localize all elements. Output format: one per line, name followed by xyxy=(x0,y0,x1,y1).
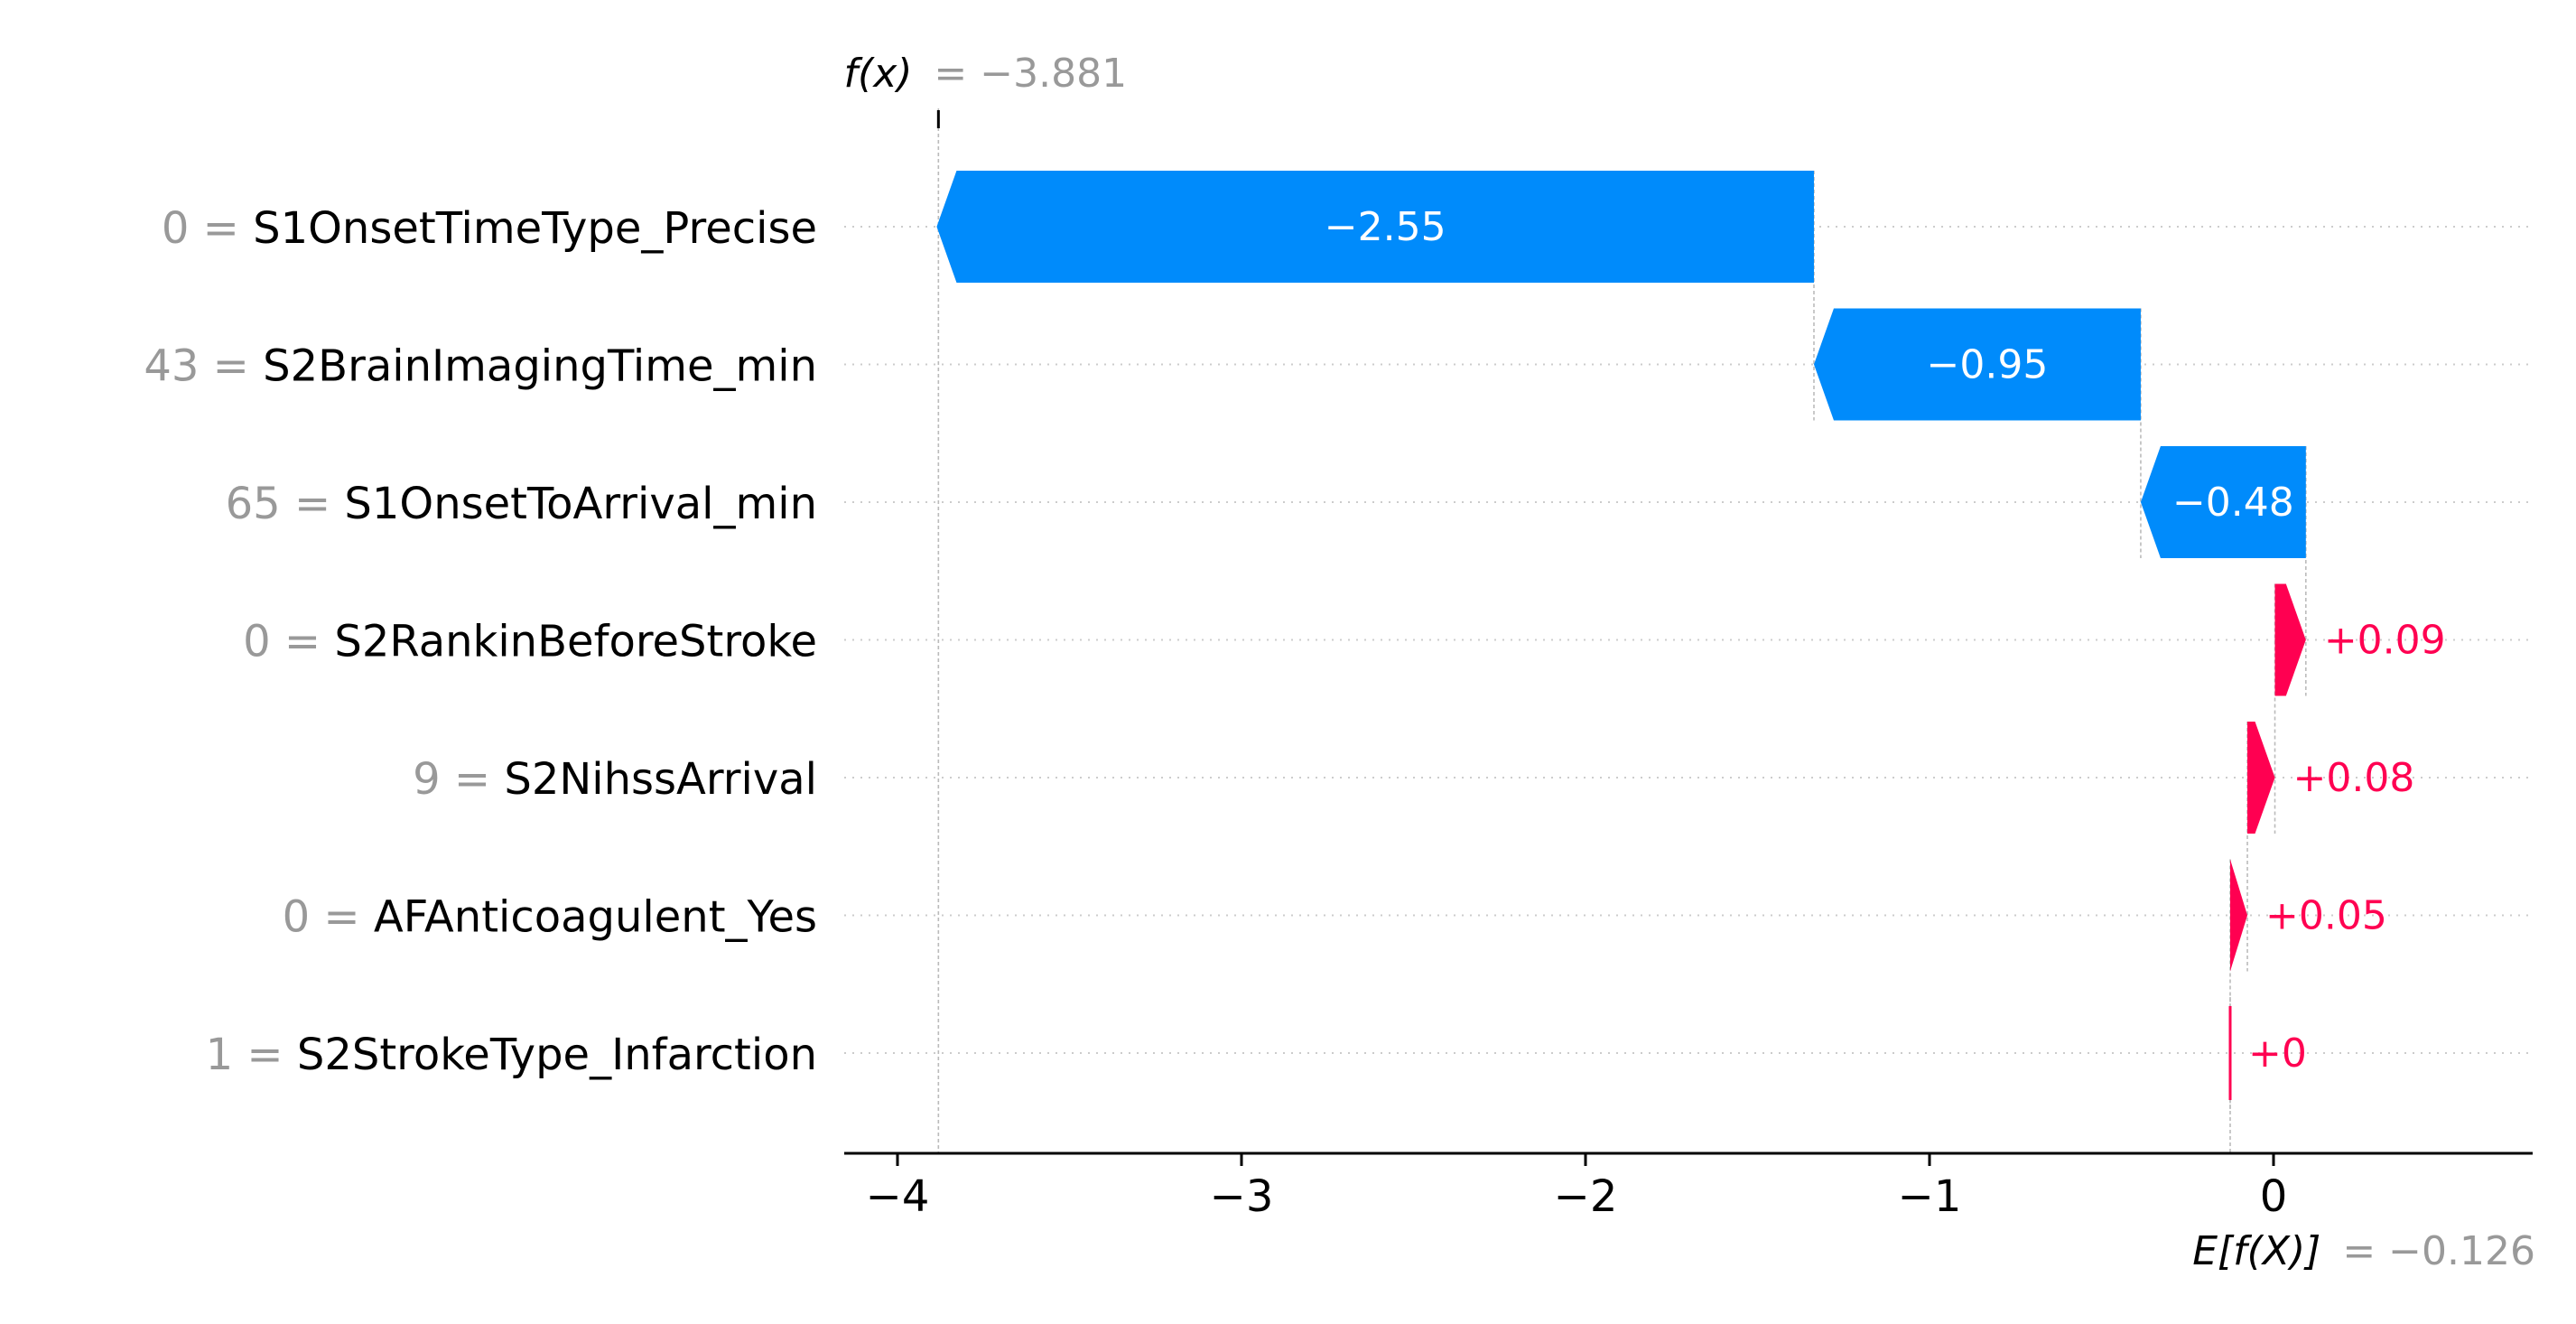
feature-name: S2RankinBeforeStroke xyxy=(334,617,817,667)
bar-value-label: +0.09 xyxy=(2324,618,2446,664)
bar-value-label: −0.48 xyxy=(2172,480,2294,526)
fx-annotation: f(x) = −3.881 xyxy=(844,51,1128,97)
feature-name: S1OnsetToArrival_min xyxy=(344,479,817,529)
x-tick-label: −2 xyxy=(1554,1171,1618,1222)
feature-label: 65 = S1OnsetToArrival_min xyxy=(226,479,817,529)
bars: −2.55 −0.95 −0.48 +0.09 +0.08 +0.05 +0 xyxy=(936,171,2446,1100)
bar-S2NihssArrival xyxy=(2247,722,2275,834)
feature-value: 43 = xyxy=(144,341,263,392)
bar-value-label: +0.05 xyxy=(2265,893,2387,939)
feature-value: 65 = xyxy=(226,479,345,529)
feature-label: 1 = S2StrokeType_Infarction xyxy=(206,1030,817,1080)
efx-value: = −0.126 xyxy=(2342,1228,2535,1274)
bar-S2RankinBeforeStroke xyxy=(2274,583,2306,696)
feature-value: 1 = xyxy=(206,1030,297,1080)
x-tick-label: −3 xyxy=(1210,1171,1274,1222)
feature-label: 9 = S2NihssArrival xyxy=(413,754,817,805)
bar-value-label: +0.08 xyxy=(2293,755,2415,801)
feature-label: 0 = S1OnsetTimeType_Precise xyxy=(162,203,817,254)
bar-S1OnsetTimeType_Precise xyxy=(936,171,1814,283)
x-tick-label: 0 xyxy=(2260,1171,2288,1222)
bar-AFAnticoagulent_Yes xyxy=(2229,859,2248,972)
feature-name: S2NihssArrival xyxy=(504,754,817,805)
feature-name: S2StrokeType_Infarction xyxy=(297,1030,817,1080)
feature-labels: 0 = S1OnsetTimeType_Precise 43 = S2BrainI… xyxy=(144,203,817,1080)
feature-name: S2BrainImagingTime_min xyxy=(263,341,817,392)
feature-value: 0 = xyxy=(243,617,334,667)
bar-value-label: −0.95 xyxy=(1927,342,2049,388)
feature-name: S1OnsetTimeType_Precise xyxy=(253,203,817,254)
feature-label: 43 = S2BrainImagingTime_min xyxy=(144,341,817,392)
bar-S1OnsetToArrival_min xyxy=(2140,446,2306,558)
feature-value: 0 = xyxy=(283,892,374,943)
x-tick-label: −4 xyxy=(866,1171,930,1222)
x-axis: −4 −3 −2 −1 0 xyxy=(844,1152,2533,1222)
efx-annotation: E[f(X)] = −0.126 xyxy=(2192,1228,2535,1274)
fx-label: f(x) xyxy=(844,51,913,97)
feature-value: 9 = xyxy=(413,754,504,805)
feature-value: 0 = xyxy=(162,203,253,254)
x-tick-label: −1 xyxy=(1898,1171,1962,1222)
bar-value-label: +0 xyxy=(2248,1030,2307,1077)
feature-label: 0 = S2RankinBeforeStroke xyxy=(243,617,817,667)
efx-label: E[f(X)] xyxy=(2192,1228,2320,1274)
bar-S2BrainImagingTime_min xyxy=(1813,308,2141,421)
feature-name: AFAnticoagulent_Yes xyxy=(374,892,817,943)
fx-value: = −3.881 xyxy=(934,51,1127,97)
bar-value-label: −2.55 xyxy=(1325,204,1446,250)
feature-label: 0 = AFAnticoagulent_Yes xyxy=(283,892,817,943)
